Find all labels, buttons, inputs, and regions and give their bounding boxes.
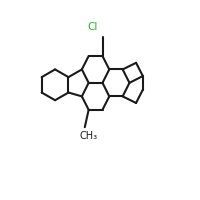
Text: Cl: Cl xyxy=(88,22,98,32)
Text: CH₃: CH₃ xyxy=(80,131,98,141)
